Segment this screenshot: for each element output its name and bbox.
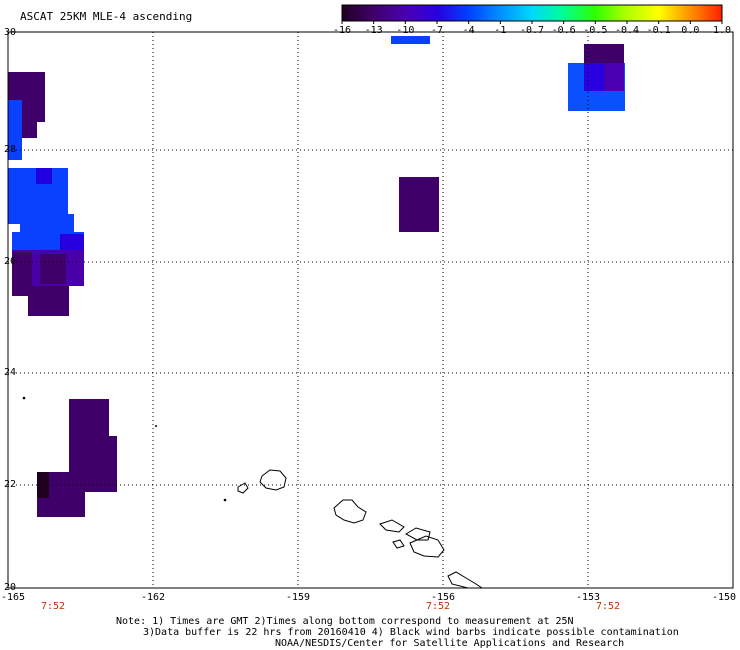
swath-cell (584, 44, 624, 64)
swath-cell (604, 63, 624, 91)
plot-frame (7, 31, 734, 589)
lat-label: 22 (4, 479, 17, 490)
lon-label: -165 (1, 592, 26, 603)
colorbar-label: -13 (364, 25, 383, 36)
colorbar-label: -0.6 (551, 25, 576, 36)
colorbar-label: -0.7 (519, 25, 545, 36)
map-title: ASCAT 25KM MLE-4 ascending (20, 10, 193, 23)
lon-label: -156 (431, 592, 456, 603)
lat-label: 30 (4, 27, 17, 38)
colorbar-label: -0.5 (583, 25, 608, 36)
swath-cell (40, 254, 66, 284)
lat-label: 28 (4, 144, 17, 155)
data-swaths (8, 36, 625, 517)
swath-cell (399, 177, 439, 232)
swath-cell (8, 100, 22, 160)
swath-cell (37, 472, 49, 498)
colorbar-label: -0.4 (614, 25, 640, 36)
swath-cell (20, 214, 74, 234)
colorbar-label: -16 (332, 25, 352, 36)
swath-cell (391, 36, 430, 44)
time-label: 7:52 (596, 601, 621, 612)
colorbar-label: -7 (430, 25, 444, 36)
colorbar-label: -1 (494, 25, 507, 36)
lat-lon-grid (8, 32, 733, 588)
lat-label: 20 (4, 582, 17, 593)
colorbar-label: 0.0 (681, 25, 700, 36)
lon-label: -162 (141, 592, 166, 603)
note-line-2: 3)Data buffer is 22 hrs from 20160410 4)… (143, 627, 679, 638)
swath-cell (60, 234, 84, 252)
colorbar-label: -10 (396, 25, 415, 36)
colorbar (341, 4, 723, 24)
colorbar-gradient (341, 4, 723, 22)
hawaiian-islands (22, 396, 484, 589)
time-label: 7:52 (41, 601, 66, 612)
note-line-3: NOAA/NESDIS/Center for Satellite Applica… (275, 638, 625, 649)
lat-label: 24 (4, 367, 17, 378)
colorbar-label: -0.1 (646, 25, 671, 36)
note-line-1: Note: 1) Times are GMT 2)Times along bot… (116, 616, 574, 627)
colorbar-label: 1.0 (712, 25, 732, 36)
swath-cell (28, 286, 69, 316)
swath-cell (36, 168, 52, 184)
colorbar-label: -4 (462, 25, 475, 36)
lon-label: -150 (712, 592, 737, 603)
swath-cell (12, 252, 32, 296)
lon-label: -159 (286, 592, 311, 603)
lon-label: -153 (576, 592, 601, 603)
lat-label: 26 (4, 256, 17, 267)
time-label: 7:52 (426, 601, 451, 612)
